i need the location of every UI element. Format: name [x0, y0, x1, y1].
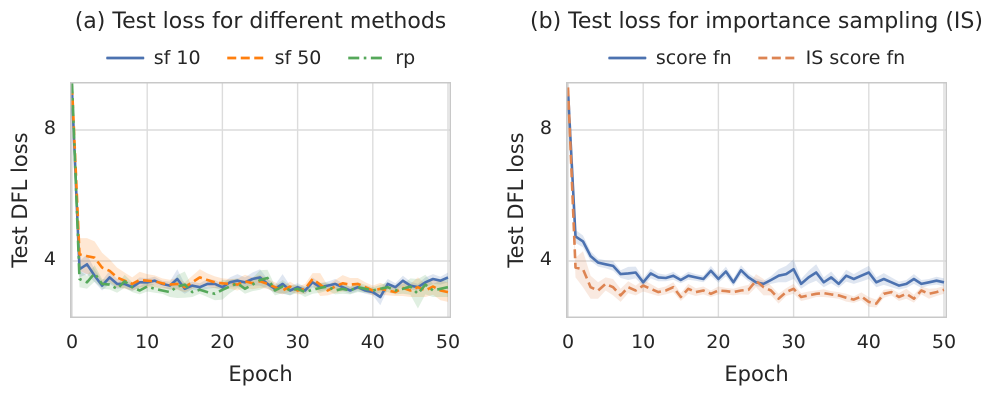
- legend-label: score fn: [655, 47, 732, 69]
- x-tick-label: 30: [285, 331, 310, 353]
- plot-border: [566, 82, 947, 318]
- legend-label: sf 10: [153, 47, 201, 69]
- x-tick-label: 0: [65, 331, 79, 353]
- legend-label: sf 50: [274, 47, 322, 69]
- legend-item-is-score-fn: IS score fn: [758, 47, 906, 69]
- x-tick-label: 40: [360, 331, 385, 353]
- series-band-IS-score-fn: [568, 82, 944, 308]
- legend-item-rp: rp: [347, 47, 415, 69]
- legend-item-sf-10: sf 10: [105, 47, 201, 69]
- y-tick-label: 4: [43, 248, 56, 270]
- x-tick-label: 30: [781, 331, 806, 353]
- chart-b-plot: [566, 82, 947, 318]
- solid-line-icon: [607, 56, 646, 60]
- x-tick-label: 40: [856, 331, 881, 353]
- legend-item-score-fn: score fn: [607, 47, 732, 69]
- x-tick-label: 0: [561, 331, 575, 353]
- x-axis-label: Epoch: [228, 362, 293, 386]
- series-band-sf-10: [72, 82, 448, 306]
- legend-label: rp: [395, 47, 416, 69]
- dashdot-line-icon: [348, 56, 385, 60]
- plot-border: [70, 82, 451, 318]
- y-tick-label: 8: [43, 117, 56, 139]
- x-tick-label: 20: [210, 331, 235, 353]
- chart-a-title: (a) Test loss for different methods: [74, 9, 447, 34]
- x-tick-label: 10: [135, 331, 160, 353]
- x-axis-label: Epoch: [724, 362, 789, 386]
- series-line-IS-score-fn: [566, 87, 945, 305]
- series-line-score-fn: [566, 90, 945, 287]
- x-tick-label: 50: [435, 331, 461, 353]
- x-tick-label: 20: [706, 331, 731, 353]
- dashed-line-icon: [227, 56, 264, 60]
- legend-label: IS score fn: [805, 47, 906, 69]
- y-tick-label: 4: [539, 248, 552, 270]
- chart-b-legend: score fn IS score fn: [607, 47, 906, 69]
- dashed-line-icon: [758, 56, 795, 60]
- x-tick-label: 50: [931, 331, 957, 353]
- y-tick-label: 8: [539, 117, 552, 139]
- chart-a-plot: [70, 82, 451, 318]
- chart-a-legend: sf 10 sf 50 rp: [105, 47, 415, 69]
- solid-line-icon: [105, 56, 144, 60]
- chart-b-title: (b) Test loss for importance sampling (I…: [530, 9, 983, 34]
- x-tick-label: 10: [631, 331, 656, 353]
- legend-item-sf-50: sf 50: [227, 47, 322, 69]
- series-line-rp: [70, 82, 449, 296]
- series-band-sf-50: [72, 82, 448, 302]
